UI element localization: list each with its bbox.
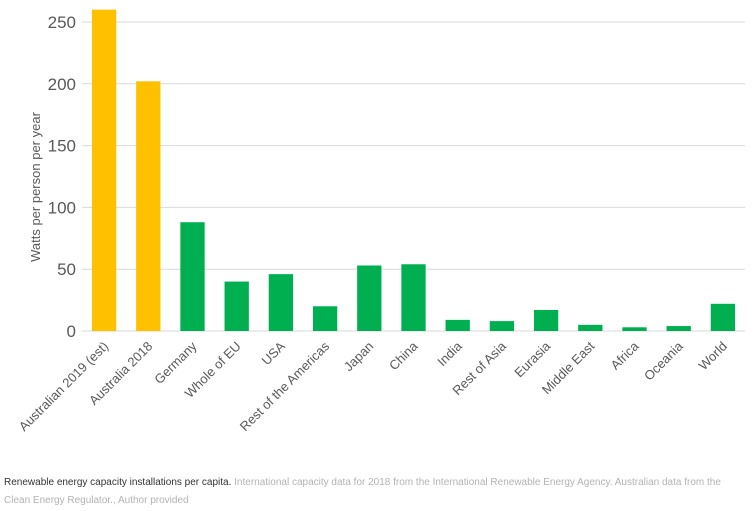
bar — [445, 319, 470, 331]
bar — [91, 9, 117, 331]
bar-chart: 0 50 100 150 200 250 Australian 2019 (est)Aus… — [16, 9, 745, 434]
bars — [91, 9, 736, 331]
caption-text: Renewable energy capacity installations … — [4, 477, 232, 488]
bar — [136, 81, 161, 331]
bar — [710, 303, 736, 331]
bar — [268, 274, 294, 331]
x-tick-label: China — [386, 338, 421, 373]
x-axis-categories: Australian 2019 (est)Australia 2018Germa… — [16, 338, 730, 434]
y-axis-title: Watts per person per year — [28, 111, 43, 261]
bar — [312, 306, 338, 331]
x-tick-label: Rest of the Americas — [237, 338, 333, 434]
bar — [666, 326, 691, 331]
x-tick-label: Africa — [608, 338, 643, 373]
x-tick-label: Eurasia — [511, 338, 553, 380]
y-tick-label: 200 — [48, 75, 76, 94]
x-tick-label: USA — [259, 338, 289, 368]
bar — [357, 265, 382, 331]
bar — [622, 327, 647, 331]
bar — [224, 281, 249, 331]
y-tick-label: 50 — [57, 260, 76, 279]
bar — [489, 321, 515, 331]
figure-caption: Renewable energy capacity installations … — [4, 474, 749, 510]
bar — [180, 222, 205, 331]
y-tick-label: 0 — [67, 322, 76, 341]
bar — [401, 264, 426, 331]
caption-source: International capacity data for 2018 fro… — [4, 477, 721, 506]
x-tick-label: World — [696, 339, 730, 373]
x-tick-label: Oceania — [641, 338, 686, 383]
chart: 0 50 100 150 200 250 Australian 2019 (est) Aus… — [16, 9, 745, 434]
y-tick-label: 100 — [48, 198, 76, 217]
y-tick-label: 150 — [48, 137, 76, 156]
y-tick-label: 250 — [48, 13, 76, 32]
y-axis-ticks: 0 50 100 150 200 250 — [48, 13, 76, 341]
bar — [533, 309, 559, 331]
x-tick-label: India — [434, 338, 465, 369]
bar — [578, 324, 603, 331]
x-tick-label: Japan — [341, 339, 377, 375]
